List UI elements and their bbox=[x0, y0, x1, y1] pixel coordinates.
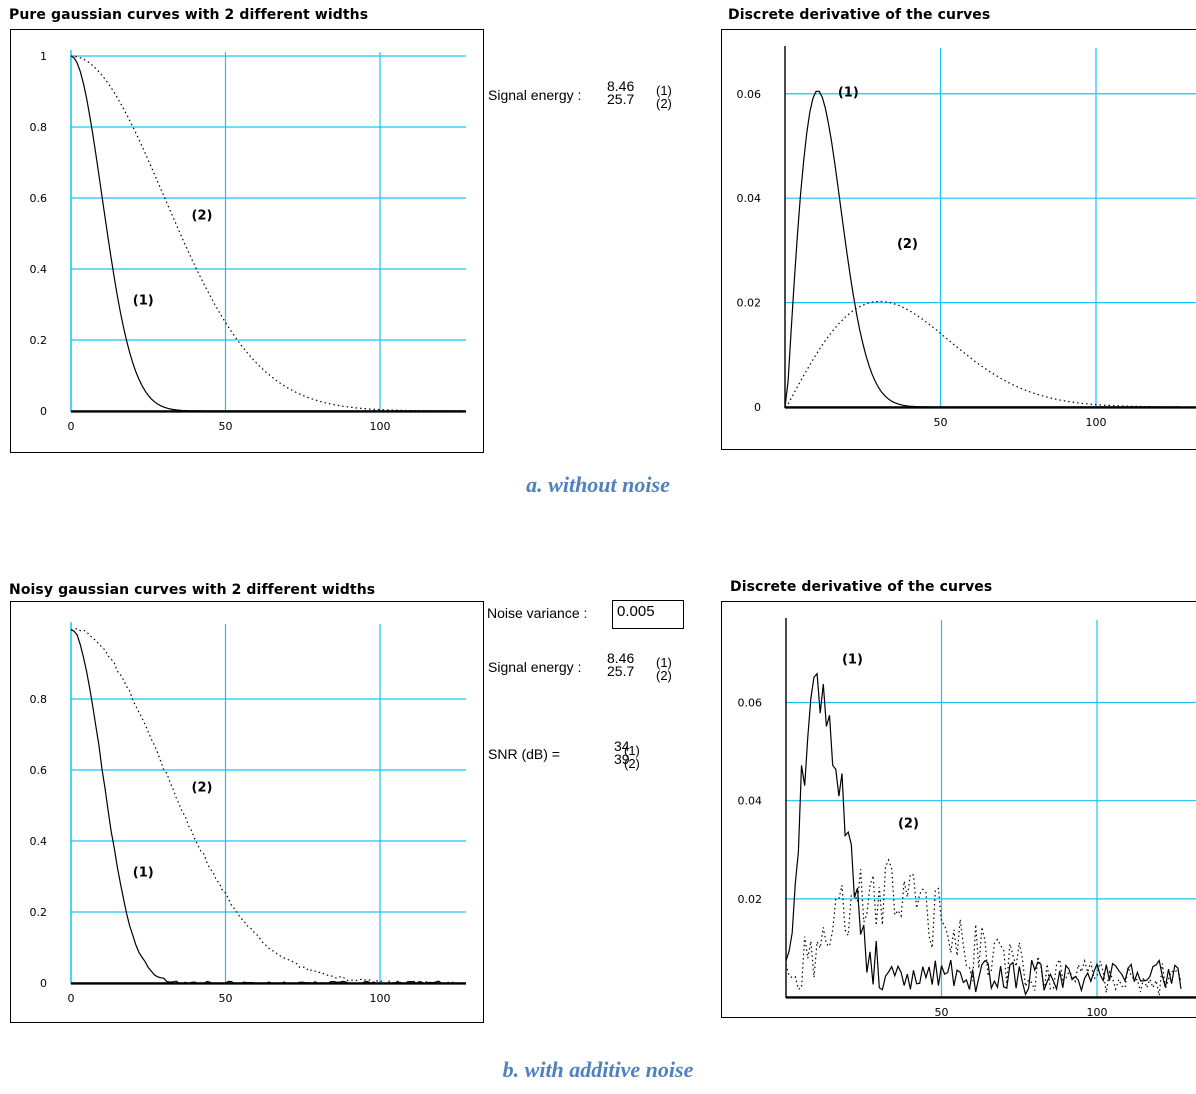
caption-with-noise: b. with additive noise bbox=[502, 1057, 694, 1082]
chart-noisy-gaussian: 0 0.2 0.4 0.6 0.8 0 50 100 (2) (1) bbox=[10, 601, 484, 1023]
signal-energy-tag-1: (1) bbox=[656, 83, 672, 98]
chart-pure-gaussian-svg: 0 0.2 0.4 0.6 0.8 1 0 50 100 (2) (1) bbox=[30, 50, 466, 433]
series-line-2 bbox=[70, 628, 464, 985]
title-pure-gaussian: Pure gaussian curves with 2 different wi… bbox=[9, 7, 369, 23]
y-tick-label: 0 bbox=[754, 401, 761, 414]
title-derivative-top: Discrete derivative of the curves bbox=[728, 7, 991, 23]
y-tick-label: 0 bbox=[40, 977, 47, 990]
x-tick-label: 0 bbox=[68, 992, 75, 1005]
chart-pure-gaussian: 0 0.2 0.4 0.6 0.8 1 0 50 100 (2) (1) bbox=[10, 29, 484, 453]
series-annotation: (1) bbox=[133, 866, 154, 881]
series-annotation: (2) bbox=[898, 817, 919, 832]
y-tick-label: 0.06 bbox=[737, 88, 762, 101]
series-line-1 bbox=[784, 90, 1180, 408]
x-tick-label: 50 bbox=[934, 416, 948, 429]
y-tick-label: 0.04 bbox=[737, 192, 762, 205]
y-tick-label: 0.4 bbox=[30, 835, 48, 848]
y-tick-label: 0.8 bbox=[30, 693, 48, 706]
y-tick-label: 0.2 bbox=[30, 334, 48, 347]
signal-energy-label: Signal energy : bbox=[488, 87, 582, 103]
x-tick-label: 50 bbox=[219, 992, 233, 1005]
y-tick-label: 0 bbox=[40, 405, 47, 418]
signal-energy-tags: (1) (2) bbox=[656, 84, 672, 110]
signal-energy-2: 25.7 bbox=[607, 91, 635, 107]
x-tick-label: 100 bbox=[370, 420, 391, 433]
series-annotation: (1) bbox=[842, 652, 863, 667]
chart-derivative-top-svg: 0 0.02 0.04 0.06 50 100 (1) (2) bbox=[737, 46, 1196, 429]
y-tick-label: 0.02 bbox=[738, 893, 763, 906]
series-line-1 bbox=[70, 55, 464, 412]
snr-values: 34 39 bbox=[614, 738, 630, 767]
y-tick-label: 0.6 bbox=[30, 764, 48, 777]
series-line-2 bbox=[784, 300, 1180, 408]
y-tick-label: 0.02 bbox=[737, 297, 762, 310]
series-line-2 bbox=[70, 55, 464, 412]
chart-derivative-bottom-svg: 0.02 0.04 0.06 50 100 (1) (2) bbox=[738, 618, 1196, 1017]
series-line-1 bbox=[785, 672, 1182, 997]
series-annotation: (1) bbox=[133, 294, 154, 309]
snr-label: SNR (dB) = bbox=[488, 746, 560, 762]
signal-energy-values: 8.46 25.7 bbox=[607, 78, 635, 107]
chart-derivative-top: 0 0.02 0.04 0.06 50 100 (1) (2) bbox=[721, 29, 1196, 450]
y-tick-label: 0.6 bbox=[30, 192, 48, 205]
series-annotation: (2) bbox=[192, 208, 213, 223]
signal-energy-label-noisy: Signal energy : bbox=[488, 659, 582, 675]
x-tick-label: 0 bbox=[68, 420, 75, 433]
snr-tag-2: (2) bbox=[624, 756, 640, 771]
snr-2: 39 bbox=[614, 751, 630, 767]
caption-without-noise: a. without noise bbox=[526, 472, 670, 497]
series-annotation: (2) bbox=[897, 237, 918, 252]
series-annotation: (2) bbox=[192, 780, 213, 795]
snr-tag-1: (1) bbox=[624, 743, 640, 758]
noise-variance-label: Noise variance : bbox=[487, 605, 588, 621]
y-tick-label: 0.04 bbox=[738, 795, 763, 808]
x-tick-label: 100 bbox=[1087, 1006, 1108, 1017]
chart-derivative-bottom: 0.02 0.04 0.06 50 100 (1) (2) bbox=[721, 601, 1196, 1018]
series-line-1 bbox=[70, 629, 464, 985]
y-tick-label: 0.2 bbox=[30, 906, 48, 919]
series-line-2 bbox=[785, 858, 1182, 996]
snr-1: 34 bbox=[614, 738, 630, 754]
noise-variance-input[interactable]: 0.005 bbox=[612, 600, 684, 629]
chart-noisy-gaussian-svg: 0 0.2 0.4 0.6 0.8 0 50 100 (2) (1) bbox=[30, 622, 466, 1005]
signal-energy-tag-2-noisy: (2) bbox=[656, 668, 672, 683]
y-tick-label: 0.4 bbox=[30, 263, 48, 276]
signal-energy-tag-2: (2) bbox=[656, 96, 672, 111]
title-noisy-gaussian: Noisy gaussian curves with 2 different w… bbox=[9, 582, 376, 598]
signal-energy-2-noisy: 25.7 bbox=[607, 663, 635, 679]
signal-energy-1: 8.46 bbox=[607, 78, 635, 94]
y-tick-label: 1 bbox=[40, 50, 47, 63]
x-tick-label: 100 bbox=[1086, 416, 1107, 429]
series-annotation: (1) bbox=[838, 85, 859, 100]
x-tick-label: 50 bbox=[219, 420, 233, 433]
y-tick-label: 0.06 bbox=[738, 697, 763, 710]
y-tick-label: 0.8 bbox=[30, 121, 48, 134]
signal-energy-values-noisy: 8.46 25.7 bbox=[607, 650, 635, 679]
snr-tags: (1) (2) bbox=[624, 744, 640, 770]
x-tick-label: 50 bbox=[935, 1006, 949, 1017]
x-tick-label: 100 bbox=[370, 992, 391, 1005]
signal-energy-1-noisy: 8.46 bbox=[607, 650, 635, 666]
signal-energy-tags-noisy: (1) (2) bbox=[656, 656, 672, 682]
title-derivative-bottom: Discrete derivative of the curves bbox=[730, 579, 993, 595]
signal-energy-tag-1-noisy: (1) bbox=[656, 655, 672, 670]
